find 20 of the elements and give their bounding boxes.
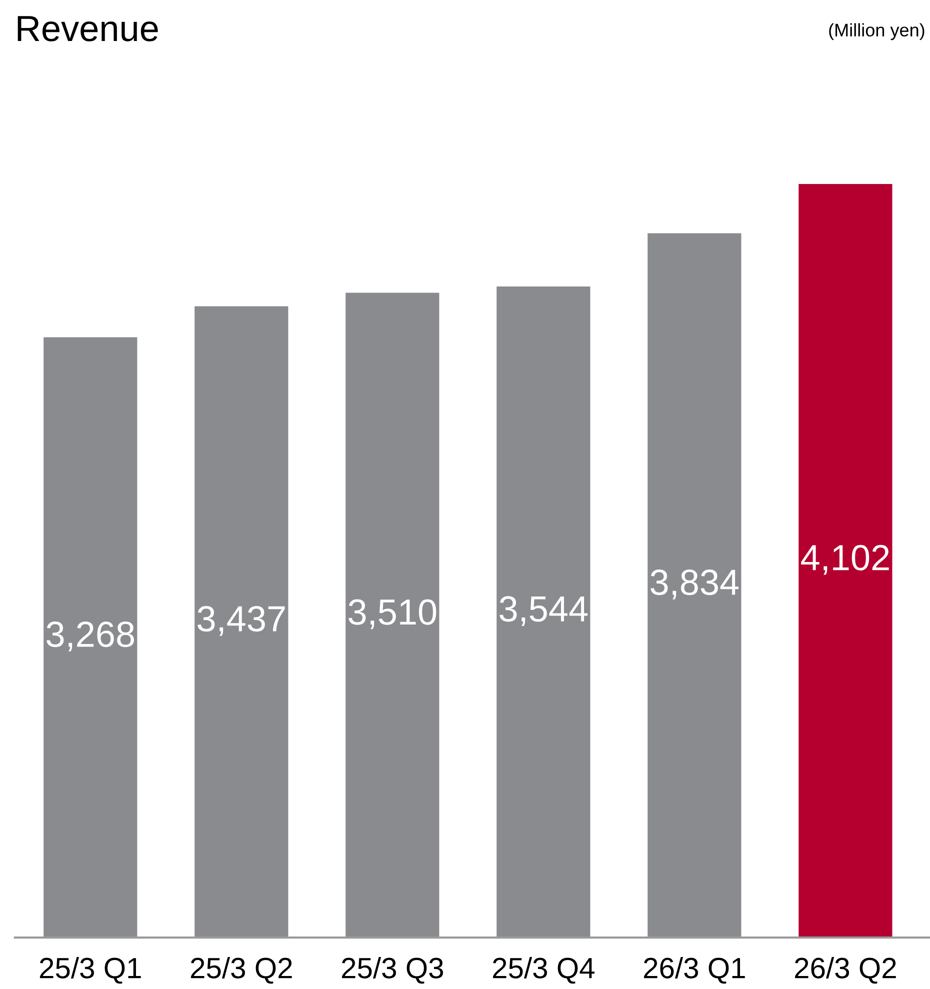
bar [346, 292, 440, 938]
text: (Million yen) [829, 23, 924, 40]
x-tick-label: 25/3 Q4 [492, 957, 594, 984]
x-tick-label: 25/3 Q2 [190, 957, 292, 984]
bar [44, 337, 138, 938]
data-label: 3,544 [500, 596, 588, 626]
bar [194, 306, 288, 938]
x-tick-label: 26/3 Q1 [644, 957, 745, 984]
data-label: 3,437 [198, 606, 285, 636]
data-label: 3,834 [650, 570, 739, 600]
bar [648, 233, 742, 938]
data-label: 3,510 [348, 599, 436, 630]
chart-title: Revenue [18, 16, 158, 42]
x-tick-label: 25/3 Q1 [40, 957, 141, 984]
data-label: 3,268 [46, 622, 134, 652]
x-tick-label: 25/3 Q3 [342, 957, 444, 984]
bar [496, 286, 590, 938]
bar [798, 184, 892, 938]
data-label: 4,102 [801, 544, 889, 575]
x-tick-label: 26/3 Q2 [795, 957, 896, 984]
